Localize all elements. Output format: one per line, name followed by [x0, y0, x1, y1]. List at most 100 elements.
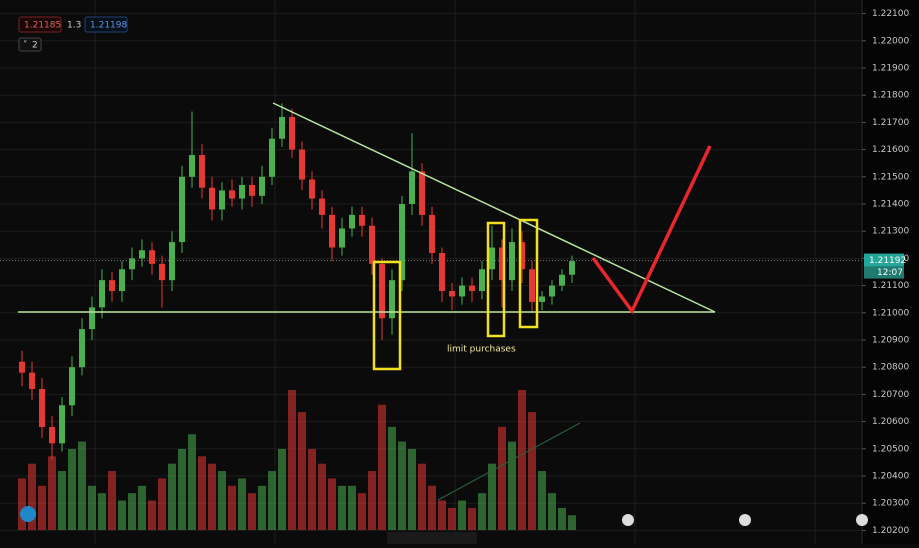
candle-body — [99, 280, 105, 308]
volume-trend — [437, 422, 581, 501]
candle-body — [359, 214, 365, 226]
vertical-grid — [94, 0, 816, 544]
trend-line — [272, 102, 716, 313]
volume-bar — [28, 463, 36, 530]
candle-body — [379, 263, 385, 319]
y-tick-label: 1.20600 — [872, 417, 909, 427]
candle-body — [279, 116, 285, 139]
y-tick-label: 1.20400 — [872, 472, 909, 482]
candle-body — [19, 361, 25, 373]
volume-bar — [18, 478, 26, 530]
candle-body — [69, 367, 75, 406]
volume-bar — [198, 456, 206, 530]
candle-body — [529, 269, 535, 302]
candle-body — [399, 204, 405, 281]
candle-body — [429, 214, 435, 253]
y-tick-label: 1.21100 — [872, 281, 909, 291]
candle-body — [499, 247, 505, 281]
volume-bar — [478, 493, 486, 530]
candle-body — [509, 242, 515, 281]
last-price-label: 1.21192 — [869, 256, 906, 266]
candle-body — [199, 155, 205, 188]
candle-layer — [19, 103, 575, 460]
volume-bar — [98, 493, 106, 530]
volume-bar — [348, 485, 356, 530]
volume-bar — [418, 463, 426, 530]
volume-bar — [488, 463, 496, 530]
candle-body — [539, 296, 545, 302]
y-tick-label: 1.22000 — [872, 36, 909, 46]
volume-bar — [68, 448, 76, 530]
volume-bar — [518, 390, 526, 530]
volume-bar — [268, 471, 276, 530]
volume-bar — [288, 390, 296, 530]
y-tick-label: 1.22100 — [872, 9, 909, 19]
volume-bar — [498, 426, 506, 530]
y-tick-label: 1.20300 — [872, 499, 909, 509]
indicator-toggle[interactable] — [18, 37, 42, 52]
countdown-box — [864, 266, 904, 279]
volume-bar — [458, 500, 466, 530]
logo-button[interactable] — [20, 506, 36, 522]
volume-bar — [358, 493, 366, 530]
candle-body — [259, 176, 265, 196]
candle-body — [559, 274, 565, 286]
candle-body — [329, 214, 335, 248]
event-icon[interactable] — [739, 514, 751, 526]
candle-body — [449, 291, 455, 297]
event-icon[interactable] — [622, 514, 634, 526]
volume-bar — [108, 471, 116, 530]
countdown-label: 12:07 — [877, 268, 903, 278]
volume-bar — [528, 412, 536, 530]
candle-body — [249, 184, 255, 196]
volume-bar — [118, 500, 126, 530]
candle-body — [219, 190, 225, 210]
volume-layer — [18, 390, 576, 530]
candle-body — [139, 250, 145, 259]
volume-bar — [398, 441, 406, 530]
volume-bar — [148, 500, 156, 530]
highlight-box — [486, 221, 506, 338]
y-tick-label: 1.21000 — [872, 308, 909, 318]
candle-body — [569, 261, 575, 275]
y-tick-label: 1.21300 — [872, 227, 909, 237]
volume-bar — [178, 448, 186, 530]
y-tick-label: 1.20800 — [872, 363, 909, 373]
y-tick-label: 1.21400 — [872, 200, 909, 210]
candle-body — [59, 405, 65, 444]
y-tick-label: 1.21500 — [872, 172, 909, 182]
volume-bar — [318, 463, 326, 530]
volume-bar — [468, 507, 476, 530]
volume-bar — [368, 471, 376, 530]
volume-bar — [208, 463, 216, 530]
candle-body — [419, 171, 425, 215]
y-tick-label: 1.21700 — [872, 118, 909, 128]
volume-bar — [548, 493, 556, 530]
candle-body — [319, 198, 325, 215]
projection-arrow — [591, 145, 712, 315]
candle-body — [149, 250, 155, 264]
y-tick-label: 1.21800 — [872, 91, 909, 101]
candle-body — [169, 242, 175, 281]
candle-body — [459, 285, 465, 297]
candle-body — [339, 228, 345, 248]
volume-bar — [408, 448, 416, 530]
highlight-box — [518, 218, 539, 329]
candle-body — [369, 225, 375, 264]
candle-body — [519, 242, 525, 270]
volume-bar — [388, 426, 396, 530]
scroll-handle[interactable] — [387, 532, 477, 544]
volume-bar — [78, 441, 86, 530]
legend-box[interactable] — [18, 16, 62, 33]
event-icon[interactable] — [856, 514, 868, 526]
legend-box[interactable] — [84, 16, 128, 33]
candle-body — [119, 269, 125, 292]
price-axis-labels: 1.22100 1.22000 1.21900 1.21800 1.21700 1.216… — [862, 9, 909, 536]
candle-body — [129, 258, 135, 270]
volume-bar — [448, 507, 456, 530]
y-tick-label: 1.21900 — [872, 64, 909, 74]
volume-bar — [158, 478, 166, 530]
candle-body — [189, 155, 195, 177]
candle-body — [39, 388, 45, 428]
candle-body — [309, 179, 315, 199]
